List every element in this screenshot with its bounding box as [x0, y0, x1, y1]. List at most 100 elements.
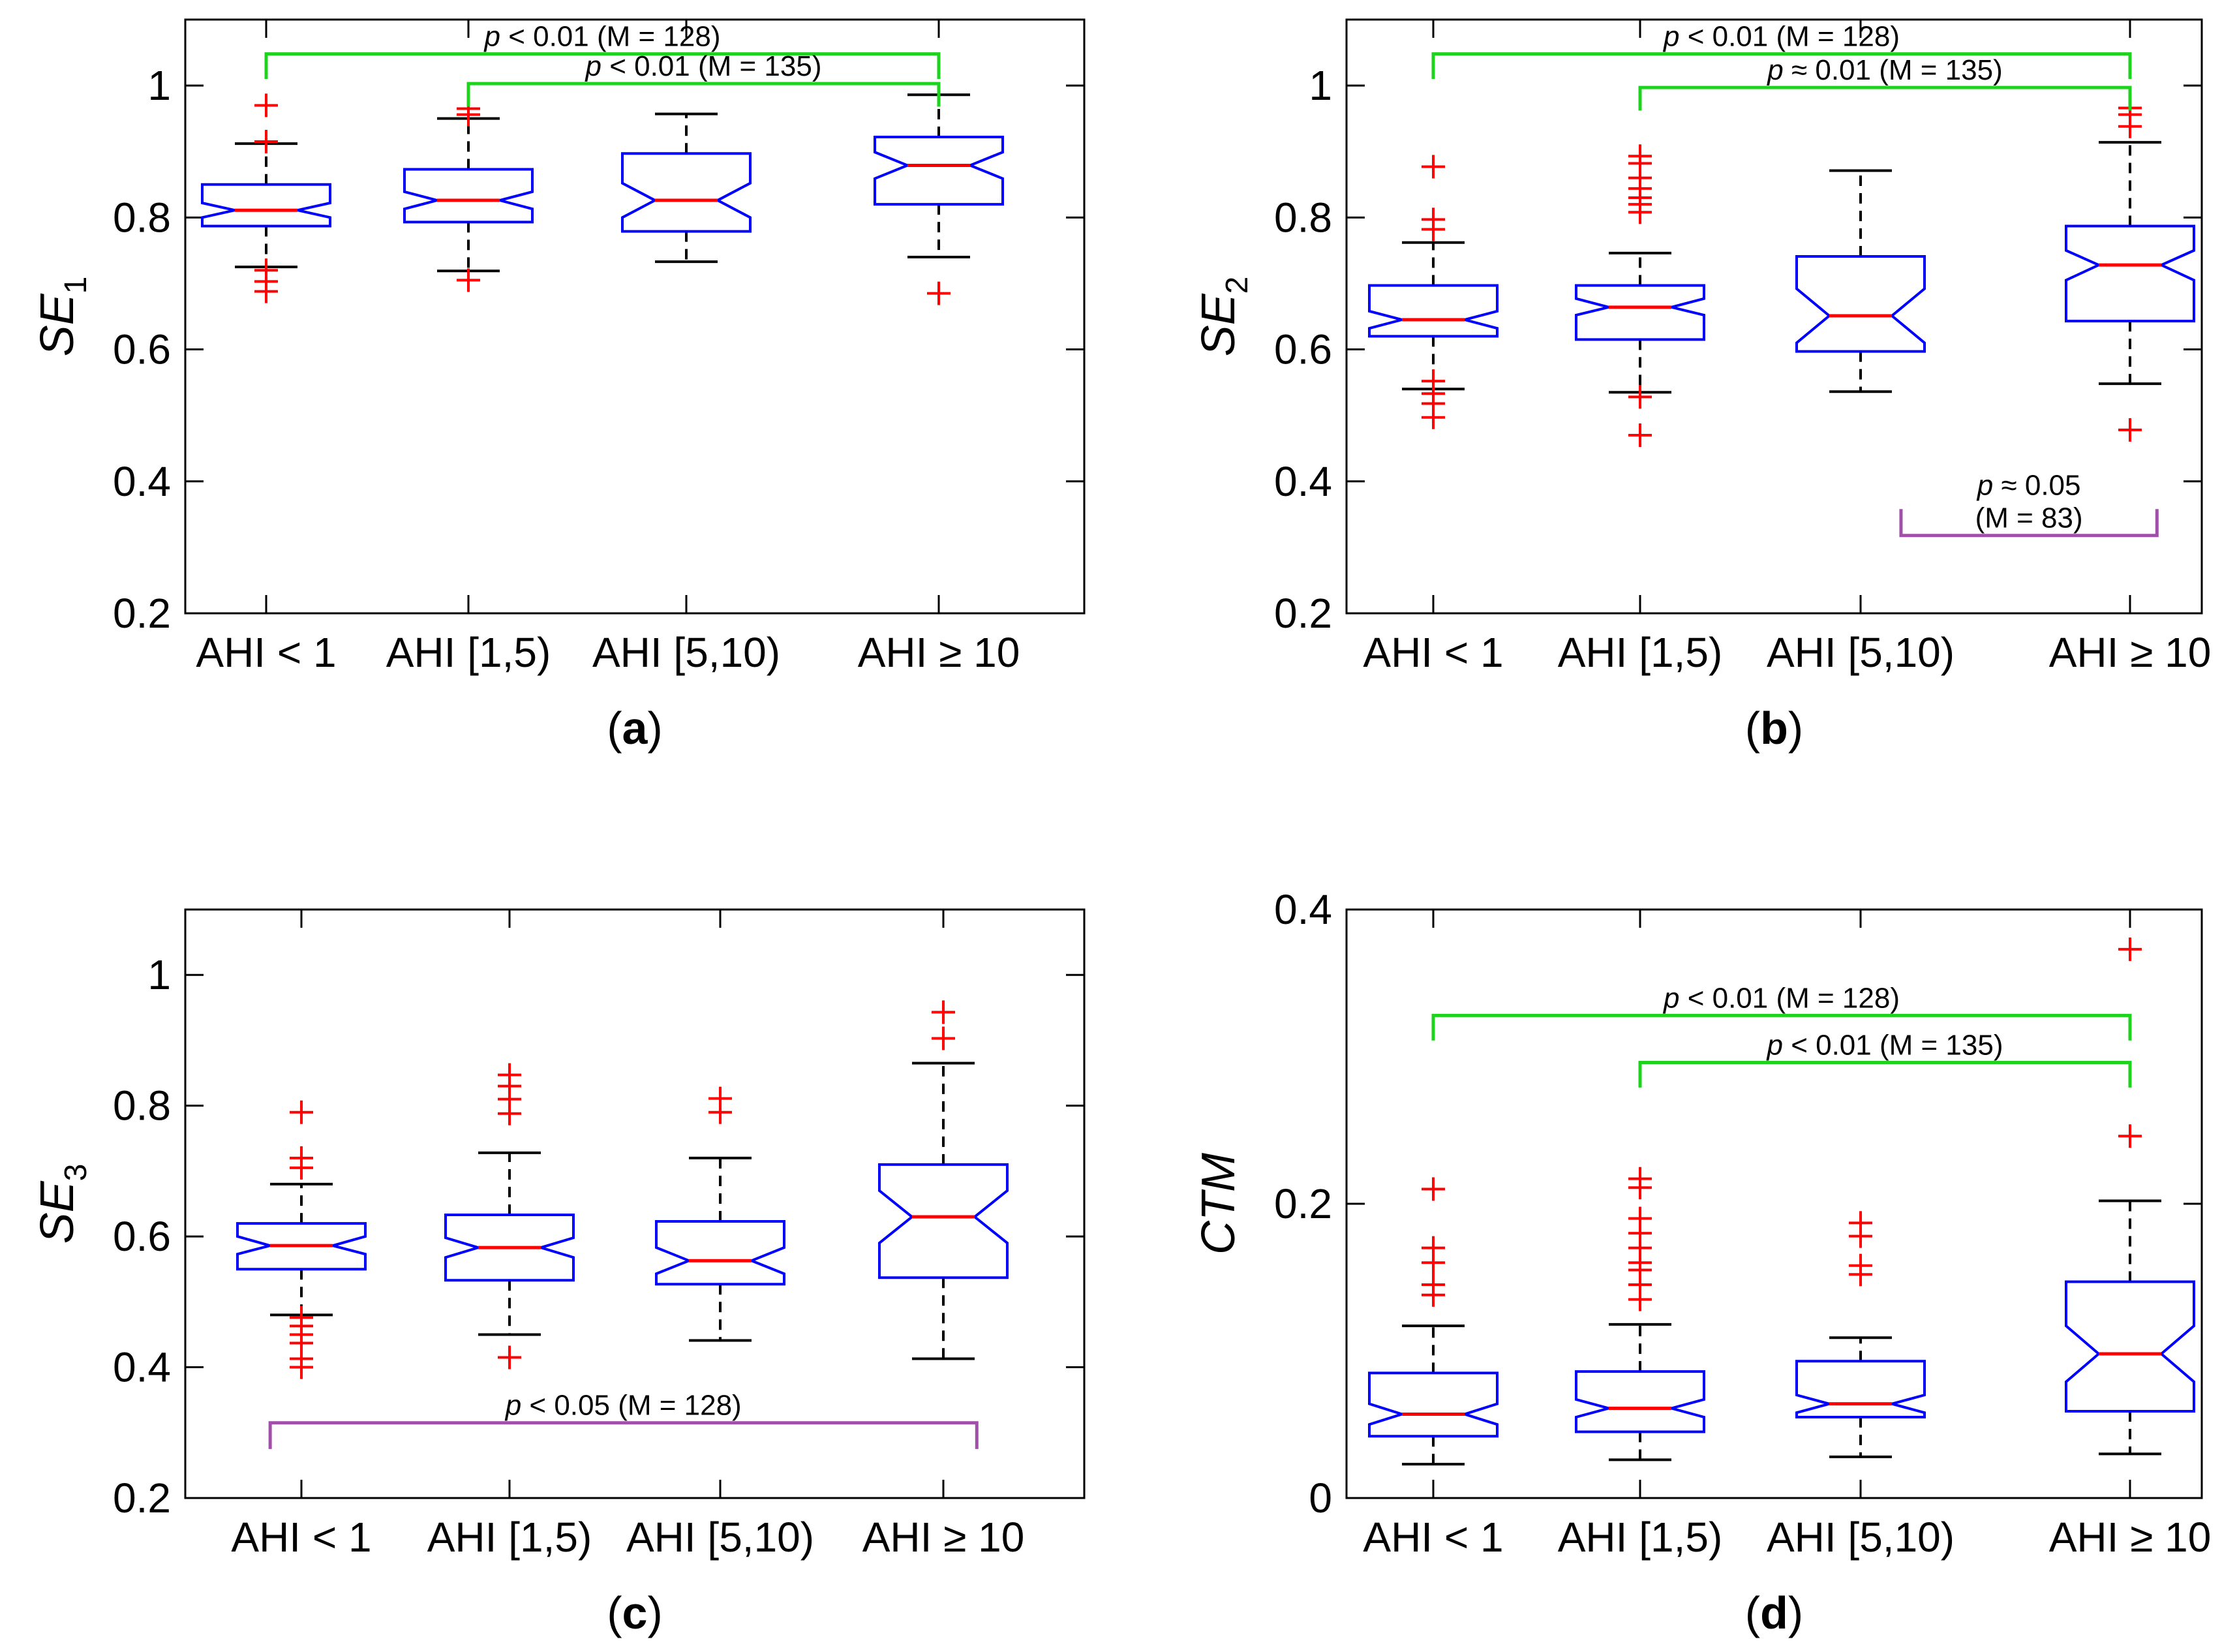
outlier-marker	[1422, 1177, 1445, 1201]
box-group	[1368, 155, 1499, 429]
bracket-label: p ≈ 0.01 (M = 135)	[1766, 54, 2002, 86]
p-value-text: < 0.01 (M = 128)	[500, 21, 721, 53]
y-tick-label: 0.2	[113, 1475, 171, 1522]
outlier-marker	[290, 1155, 313, 1180]
panel-caption: (d)	[1745, 1587, 1803, 1638]
panel-caption: (c)	[607, 1587, 663, 1638]
outlier-marker	[1628, 423, 1652, 447]
bracket-line	[466, 82, 941, 107]
x-tick-label: AHI [5,10)	[592, 629, 780, 676]
outlier-marker	[2118, 114, 2142, 138]
axes-frame	[184, 18, 1086, 615]
outlier-marker	[1422, 1283, 1445, 1307]
caption-close-paren: )	[1788, 1587, 1803, 1638]
caption-open-paren: (	[607, 1587, 622, 1638]
x-tick-label: AHI ≥ 10	[2049, 629, 2212, 676]
outlier-marker	[254, 279, 278, 303]
box-group	[403, 97, 534, 292]
outlier-marker	[1628, 1287, 1652, 1311]
caption-letter: a	[622, 703, 648, 754]
caption-letter: c	[622, 1587, 648, 1638]
caption-close-paren: )	[647, 1587, 662, 1638]
bracket-label: p ≈ 0.05	[1976, 470, 2081, 502]
panel-b: 0.2 0.4 0.6 0.8 1 AHI < 1 AHI [1,5) AHI [5,10) A…	[1193, 18, 2212, 754]
p-symbol: p	[1976, 470, 1993, 502]
x-tick-label: AHI [5,10)	[1767, 1514, 1955, 1561]
y-axis-label-main: SE	[1193, 293, 1245, 356]
box-group	[1575, 144, 1705, 447]
box-group	[201, 93, 331, 303]
panel-caption: (b)	[1745, 703, 1803, 754]
box-group	[2065, 96, 2195, 442]
y-tick-label: 0.8	[1274, 194, 1332, 241]
panel-d: 0 0.2 0.4 AHI < 1 AHI [1,5) AHI [5,10) AHI ≥ 1…	[1193, 886, 2211, 1638]
caption-open-paren: (	[1745, 703, 1760, 754]
outlier-marker	[932, 1000, 955, 1024]
y-axis-label: CTM	[1193, 1153, 1245, 1255]
x-tick-label: AHI ≥ 10	[858, 629, 1020, 676]
bracket-line	[1638, 85, 2132, 111]
outlier-marker	[1628, 200, 1652, 224]
significance-bracket	[264, 52, 941, 79]
bracket-label: p < 0.01 (M = 135)	[584, 50, 821, 82]
x-tick-label: AHI < 1	[231, 1514, 371, 1561]
outlier-marker	[254, 93, 278, 117]
notched-box	[1795, 1360, 1926, 1418]
notched-box	[1795, 254, 1926, 353]
p-value-text: < 0.01 (M = 135)	[1783, 1030, 2003, 1062]
x-tick-label: AHI [1,5)	[1558, 629, 1723, 676]
notched-box	[1575, 1370, 1705, 1433]
axes-frame	[1345, 18, 2203, 615]
p-symbol: p	[1766, 54, 1783, 86]
panel-a: 0.2 0.4 0.6 0.8 1 AHI < 1 AHI [1,5) AHI [5,10) A…	[31, 18, 1086, 754]
y-tick-label: 0.4	[1274, 458, 1332, 505]
outlier-marker	[457, 102, 480, 127]
bracket-label-line2: (M = 83)	[1975, 502, 2083, 534]
box-group	[874, 93, 1004, 305]
outlier-marker	[498, 1101, 521, 1125]
y-axis-label-subscript: 1	[59, 277, 93, 294]
bracket-line	[1431, 52, 2132, 79]
y-tick-label: 0.6	[113, 326, 171, 373]
notched-box	[201, 183, 331, 228]
p-value-text: < 0.05 (M = 128)	[521, 1390, 742, 1422]
significance-bracket	[1899, 509, 2159, 538]
p-value-text: < 0.01 (M = 128)	[1679, 21, 1900, 53]
outlier-marker	[498, 1345, 521, 1369]
notched-box	[874, 135, 1004, 206]
caption-close-paren: )	[1788, 703, 1803, 754]
box-group	[444, 1063, 575, 1369]
axes-frame	[184, 908, 1086, 1499]
outlier-marker	[1422, 217, 1445, 241]
outlier-marker	[927, 281, 951, 305]
box-group	[878, 1000, 1009, 1360]
bracket-label: p < 0.01 (M = 135)	[1765, 1030, 2003, 1062]
p-value-text: ≈ 0.05	[1993, 470, 2080, 502]
p-value-text: < 0.01 (M = 135)	[601, 50, 822, 82]
box-group	[1575, 1167, 1705, 1461]
outlier-marker	[254, 130, 278, 154]
outlier-marker	[1422, 1251, 1445, 1275]
outlier-marker	[2118, 418, 2142, 442]
bracket-line	[264, 52, 941, 79]
box-group	[1368, 1177, 1499, 1466]
y-tick-label: 0.8	[113, 194, 171, 241]
y-tick-label: 0.4	[1274, 886, 1332, 933]
significance-bracket	[1431, 52, 2132, 79]
bracket-line	[1899, 509, 2159, 538]
outlier-marker	[290, 1355, 313, 1379]
p-value-text: < 0.01 (M = 128)	[1679, 982, 1900, 1014]
significance-bracket	[268, 1421, 979, 1449]
y-tick-label: 0.6	[113, 1213, 171, 1260]
y-axis-label-subscript: 2	[1220, 277, 1255, 294]
bracket-label: p < 0.01 (M = 128)	[1662, 21, 1900, 53]
p-symbol: p	[483, 21, 500, 53]
x-tick-label: AHI < 1	[1363, 1514, 1503, 1561]
y-axis-label-main: SE	[31, 293, 84, 356]
outlier-marker	[932, 1026, 955, 1050]
x-tick-label: AHI < 1	[196, 629, 336, 676]
outlier-marker	[1422, 155, 1445, 179]
box-group	[655, 1086, 785, 1342]
bracket-line	[268, 1421, 979, 1449]
